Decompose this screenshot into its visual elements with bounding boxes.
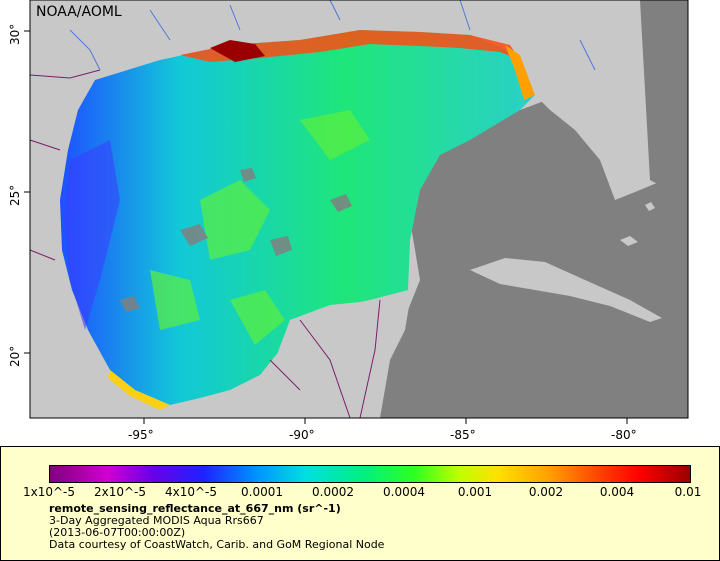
yucatan-coastal-band	[108, 370, 170, 410]
lon-ticks	[143, 418, 628, 424]
credit-label: NOAA/AOML	[36, 4, 122, 20]
atlantic-east	[640, 0, 688, 200]
colorbar-tick-label: 0.002	[528, 485, 564, 499]
map-border	[29, 0, 689, 419]
northern-coastal-band	[180, 30, 520, 62]
florida-coast-band	[505, 45, 535, 100]
country-borders	[29, 69, 381, 419]
colorbar-tick-label: 0.0002	[312, 485, 354, 499]
gulf-green-patches	[150, 110, 370, 345]
rivers	[69, 0, 596, 71]
bahamas-islands	[620, 202, 655, 246]
cuba-island	[470, 258, 662, 322]
lon-label-85w: -85°	[450, 428, 476, 442]
gulf-blue-west	[64, 140, 120, 330]
colorbar	[49, 465, 691, 483]
legend-text: remote_sensing_reflectance_at_667_nm (sr…	[49, 503, 384, 551]
colorbar-tick-label: 1x10^-5	[22, 485, 76, 499]
florida-peninsula	[520, 40, 640, 200]
lon-label-80w: -80°	[611, 428, 637, 442]
lat-label-30n: 30°	[8, 23, 22, 45]
map-area	[24, 0, 689, 424]
colorbar-tick-label: 0.004	[599, 485, 635, 499]
time-stamp: (2013-06-07T00:00:00Z)	[49, 526, 186, 539]
lat-ticks	[24, 30, 30, 354]
colorbar-tick-label: 0.0004	[383, 485, 425, 499]
yucatan-peninsula	[250, 300, 410, 418]
colorbar-tick-label: 0.01	[674, 485, 702, 499]
colorbar-tick-label: 0.001	[457, 485, 493, 499]
colorbar-tick-label: 0.0001	[241, 485, 283, 499]
lon-label-90w: -90°	[289, 428, 315, 442]
dataset-description: 3-Day Aggregated MODIS Aqua Rrs667	[49, 514, 264, 527]
variable-name: remote_sensing_reflectance_at_667_nm (sr…	[49, 502, 341, 515]
legend-panel: 1x10^-5 2x10^-5 4x10^-5 0.0001 0.0002 0.…	[0, 446, 720, 561]
data-courtesy: Data courtesy of CoastWatch, Carib. and …	[49, 538, 385, 551]
lon-label-95w: -95°	[128, 428, 154, 442]
colorbar-tick-label: 4x10^-5	[164, 485, 218, 499]
mississippi-plume	[210, 40, 265, 62]
colorbar-tick-label: 2x10^-5	[93, 485, 147, 499]
lat-label-20n: 20°	[8, 345, 22, 367]
map-frame: NOAA/AOML -95° -90° -85° -80° 30° 25° 20…	[8, 0, 689, 442]
lat-label-25n: 25°	[8, 184, 22, 206]
